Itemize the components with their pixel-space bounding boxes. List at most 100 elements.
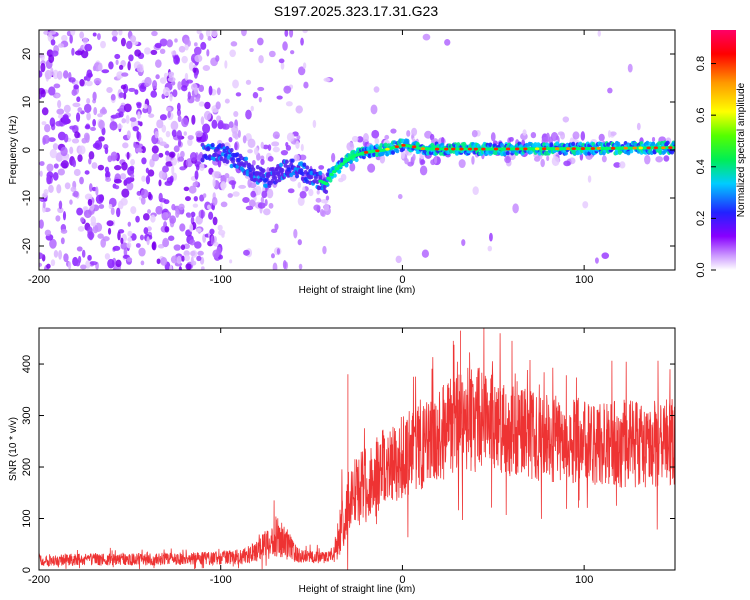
spectrogram-noise-cell	[300, 37, 304, 46]
spectrogram-noise-cell	[199, 163, 205, 172]
spectrogram-noise-cell	[197, 250, 204, 256]
spectrogram-noise-cell	[126, 151, 130, 160]
spectrogram-noise-cell	[140, 189, 149, 199]
ridge-peak-cell	[668, 146, 673, 150]
spectrogram-noise-cell	[235, 92, 242, 97]
spectrogram-noise-cell	[126, 130, 131, 140]
spectrogram-noise-cell	[215, 101, 221, 110]
spectrogram-noise-cell	[95, 186, 99, 196]
ridge-peak-cell	[565, 147, 571, 151]
snr-x-ticks: -200 -100 0 100	[28, 328, 593, 586]
spectrogram-y-ticks: -20 -10 0 10 20	[21, 48, 675, 254]
spectrogram-noise-cell	[55, 93, 60, 98]
spectrogram-noise-cell	[137, 114, 142, 119]
spectrogram-noise-cell	[135, 243, 141, 248]
spectrogram-noise-cell	[315, 197, 322, 203]
colorbar-tick-label: 0.2	[695, 211, 707, 226]
ridge-peak-cell	[661, 146, 666, 150]
spectrogram-noise-cell	[420, 159, 426, 165]
spectrogram-noise-cell	[156, 258, 161, 265]
spectrogram-noise-cell	[489, 232, 493, 242]
spectrogram-noise-cell	[374, 137, 380, 145]
spectrogram-noise-cell	[67, 261, 72, 270]
spectrogram-noise-cell	[46, 263, 51, 269]
spectrogram-noise-cell	[303, 81, 309, 89]
spectrogram-noise-cell	[161, 212, 169, 219]
spectrogram-noise-cell	[192, 203, 199, 208]
spectrogram-noise-cell	[228, 136, 233, 143]
spectrogram-noise-cell	[166, 39, 173, 48]
snr-y-tick-label: 100	[21, 509, 33, 527]
spectrogram-noise-cell	[136, 102, 142, 109]
spectrogram-noise-cell	[295, 105, 303, 114]
spectrogram-noise-cell	[196, 30, 202, 35]
spectrogram-x-tick-label: 0	[399, 274, 405, 286]
snr-series-line	[39, 328, 675, 570]
spectrogram-noise-cell	[331, 152, 336, 163]
spectrogram-noise-cell	[257, 37, 264, 46]
spectrogram-noise-cell	[193, 195, 198, 202]
spectrogram-noise-cell	[619, 161, 626, 169]
spectrogram-noise-cell	[184, 254, 190, 262]
spectrogram-noise-cell	[85, 80, 93, 87]
spectrogram-noise-cell	[118, 92, 125, 98]
spectrogram-noise-cell	[101, 127, 106, 136]
spectrogram-noise-cell	[145, 167, 150, 174]
spectrogram-noise-cell	[73, 168, 81, 177]
spectrogram-noise-cell	[601, 155, 607, 163]
ridge-peak-cell	[646, 146, 651, 150]
spectrogram-noise-cell	[216, 87, 221, 96]
spectrogram-noise-cell	[77, 154, 83, 163]
spectrogram-noise-cell	[444, 38, 451, 46]
spectrogram-noise-cell	[62, 210, 67, 221]
spectrogram-noise-cell	[130, 173, 135, 179]
spectrogram-noise-cell	[285, 101, 293, 107]
spectrogram-noise-cell	[114, 185, 120, 190]
spectrogram-noise-cell	[92, 91, 97, 101]
ridge-halo-cell	[633, 142, 638, 148]
spectrogram-noise-cell	[562, 116, 570, 123]
ridge-peak-cell	[434, 147, 440, 151]
spectrogram-noise-cell	[245, 109, 252, 120]
spectrogram-noise-cell	[63, 133, 69, 143]
spectrogram-noise-cell	[115, 59, 119, 66]
spectrogram-noise-cell	[104, 166, 110, 173]
spectrogram-noise-cell	[257, 86, 265, 92]
spectrogram-noise-cell	[253, 147, 259, 156]
spectrogram-noise-cell	[104, 253, 111, 260]
spectrogram-noise-cell	[530, 131, 537, 139]
spectrogram-noise-cell	[268, 50, 276, 58]
spectrogram-noise-cell	[56, 184, 62, 194]
ridge-peak-cell	[363, 151, 369, 154]
spectrogram-noise-cell	[276, 95, 283, 100]
spectrogram-noise-cell	[186, 213, 192, 218]
spectrogram-noise-cell	[249, 47, 254, 53]
spectrogram-noise-cell	[76, 207, 84, 216]
ridge-halo-cell	[309, 174, 314, 180]
spectrogram-noise-cell	[150, 49, 158, 56]
spectrogram-noise-cell	[171, 129, 177, 138]
ridge-halo-cell	[289, 172, 294, 178]
spectrogram-noise-cell	[155, 205, 163, 215]
spectrogram-noise-cell	[102, 236, 110, 242]
ridge-peak-cell	[385, 147, 390, 151]
spectrogram-noise-cell	[313, 204, 321, 211]
spectrogram-noise-cell	[87, 254, 92, 261]
ridge-halo-cell	[665, 140, 670, 145]
ridge-halo-cell	[244, 156, 249, 161]
spectrogram-noise-cell	[458, 159, 466, 169]
ridge-halo-cell	[500, 142, 505, 148]
ridge-peak-cell	[394, 145, 400, 149]
spectrogram-noise-cell	[183, 37, 190, 45]
ridge-peak-cell	[638, 146, 643, 150]
spectrogram-noise-cell	[92, 142, 100, 149]
spectrogram-noise-cell	[297, 66, 306, 76]
spectrogram-noise-cell	[189, 239, 196, 246]
spectrogram-noise-cell	[46, 163, 54, 172]
spectrogram-noise-cell	[298, 263, 303, 270]
colorbar-tick-label: 0.4	[695, 159, 707, 174]
spectrogram-noise-cell	[148, 113, 155, 118]
spectrogram-noise-cell	[373, 86, 380, 93]
spectrogram-noise-cell	[121, 72, 129, 77]
spectrogram-noise-cell	[178, 203, 185, 211]
